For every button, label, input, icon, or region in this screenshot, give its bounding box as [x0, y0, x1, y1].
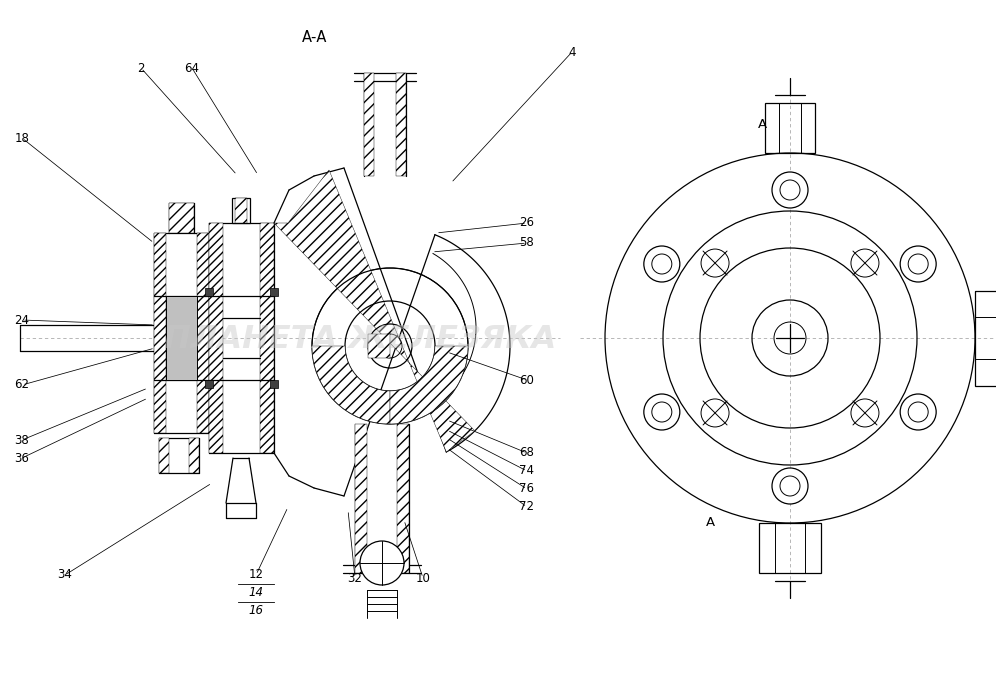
Polygon shape: [312, 346, 390, 424]
Polygon shape: [166, 296, 197, 380]
Text: А: А: [705, 516, 714, 529]
Polygon shape: [390, 346, 468, 424]
Polygon shape: [169, 203, 194, 233]
Text: 34: 34: [58, 569, 73, 581]
Bar: [270, 380, 278, 388]
Text: 4: 4: [569, 46, 576, 59]
Text: 64: 64: [184, 62, 199, 75]
Polygon shape: [368, 334, 390, 358]
Circle shape: [643, 246, 680, 282]
Text: 38: 38: [15, 433, 29, 446]
Circle shape: [772, 172, 808, 208]
Bar: [205, 380, 213, 388]
Text: ПЛАНЕТА ЖЕЛЕЗЯКА: ПЛАНЕТА ЖЕЛЕЗЯКА: [164, 325, 556, 356]
Text: 16: 16: [248, 605, 264, 617]
Polygon shape: [355, 424, 367, 573]
Circle shape: [908, 254, 928, 274]
Text: 68: 68: [520, 446, 535, 459]
Text: 32: 32: [348, 572, 363, 585]
Text: 58: 58: [520, 237, 535, 250]
Polygon shape: [396, 73, 406, 176]
Polygon shape: [189, 438, 199, 473]
Text: 74: 74: [520, 464, 535, 477]
Text: А: А: [757, 118, 767, 131]
Circle shape: [780, 476, 800, 496]
Text: 10: 10: [415, 572, 430, 585]
Polygon shape: [274, 170, 475, 452]
Bar: [975, 291, 996, 386]
Text: 62: 62: [15, 379, 30, 392]
Circle shape: [360, 541, 404, 585]
Text: 2: 2: [137, 62, 144, 75]
Text: 60: 60: [520, 374, 535, 387]
Polygon shape: [159, 438, 169, 473]
Polygon shape: [154, 233, 166, 433]
Bar: [232, 198, 250, 223]
Circle shape: [643, 394, 680, 430]
Circle shape: [651, 254, 672, 274]
Circle shape: [900, 394, 936, 430]
Polygon shape: [235, 198, 247, 223]
Bar: [765, 103, 815, 153]
Circle shape: [651, 402, 672, 422]
Text: 12: 12: [248, 569, 264, 581]
Text: 36: 36: [15, 451, 30, 464]
Text: 24: 24: [15, 313, 30, 327]
Text: А-А: А-А: [303, 30, 328, 46]
Text: 14: 14: [248, 587, 264, 599]
Polygon shape: [209, 223, 223, 453]
Circle shape: [772, 468, 808, 504]
Polygon shape: [197, 233, 209, 433]
Text: 18: 18: [15, 131, 30, 145]
Text: 26: 26: [520, 217, 535, 230]
Bar: [759, 523, 821, 573]
Polygon shape: [364, 73, 374, 176]
Circle shape: [908, 402, 928, 422]
Text: 76: 76: [520, 482, 535, 495]
Polygon shape: [260, 223, 274, 453]
Text: 72: 72: [520, 500, 535, 513]
Polygon shape: [397, 424, 409, 573]
Circle shape: [900, 246, 936, 282]
Circle shape: [780, 180, 800, 200]
Bar: [205, 288, 213, 296]
Bar: [270, 288, 278, 296]
